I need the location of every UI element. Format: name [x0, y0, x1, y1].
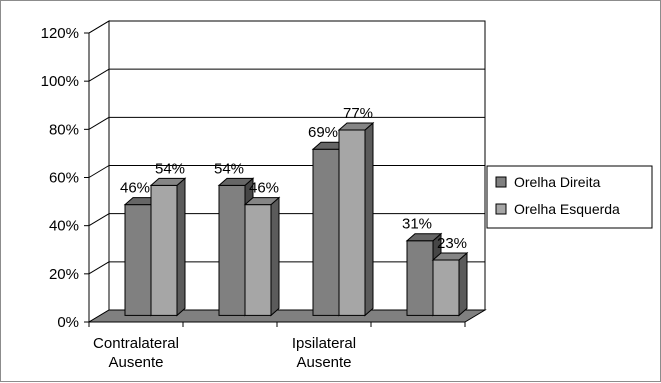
bar-front [338, 129, 366, 316]
bar-top [405, 233, 443, 242]
data-label: 46% [249, 180, 279, 197]
y-tick-label: 80% [49, 121, 79, 138]
gridline-depth [88, 68, 110, 82]
bar-top [431, 252, 469, 261]
legend-swatch [495, 203, 507, 215]
data-labels: 46% 54% 69% 31% 54% 46% 77% 23% [120, 105, 467, 252]
y-tick-label: 0% [57, 314, 79, 331]
bar-orelha-esquerda [337, 121, 375, 317]
legend-swatch [495, 176, 507, 188]
bar-front [218, 184, 246, 316]
legend-box [486, 165, 653, 229]
bar-side [270, 196, 280, 317]
legend-label: Orelha Direita [514, 174, 601, 190]
y-tick-label: 100% [41, 73, 79, 90]
gridline-depth [88, 261, 110, 275]
gridline-depth [88, 116, 110, 130]
gridline-depth [88, 213, 110, 227]
y-axis: 0% 20% 40% 60% 80% 100% 120% [41, 25, 90, 331]
bar-side [364, 121, 374, 317]
bar-orelha-esquerda [431, 251, 469, 317]
x-category-label: Contralateral [93, 335, 179, 352]
legend-label: Orelha Esquerda [514, 201, 620, 217]
y-tick-label: 40% [49, 218, 79, 235]
data-label: 31% [402, 216, 432, 233]
x-category-label: Ausente [108, 354, 163, 371]
data-label: 69% [308, 124, 338, 141]
bar-side [458, 251, 468, 317]
bar-front [150, 184, 178, 316]
x-axis: Contralateral Ausente Ipsilateral Ausente [88, 321, 466, 371]
data-label: 54% [155, 160, 185, 177]
bar-top [149, 177, 187, 186]
bar-front [406, 240, 434, 316]
bar-side [176, 177, 186, 317]
gridline-depth [88, 165, 110, 178]
legend: Orelha Direita Orelha Esquerda [486, 165, 653, 229]
data-label: 77% [343, 105, 373, 122]
bar-orelha-esquerda [149, 177, 187, 317]
data-label: 23% [437, 235, 467, 252]
data-label: 54% [214, 160, 244, 177]
gridline-depth [88, 20, 110, 34]
data-label: 46% [120, 180, 150, 197]
bar-front [432, 259, 460, 316]
y-tick-label: 120% [41, 25, 79, 42]
bars [123, 121, 469, 317]
y-tick-label: 60% [49, 170, 79, 187]
bar-top [217, 177, 255, 186]
bar-orelha-esquerda [243, 196, 281, 317]
x-category-label: Ausente [296, 354, 351, 371]
bar-front [244, 204, 272, 316]
bar-front [312, 148, 340, 316]
bar-front [124, 204, 152, 316]
x-category-label: Ipsilateral [292, 335, 356, 352]
bar-top [243, 197, 281, 206]
bar-top [337, 122, 375, 131]
y-tick-label: 20% [49, 266, 79, 283]
